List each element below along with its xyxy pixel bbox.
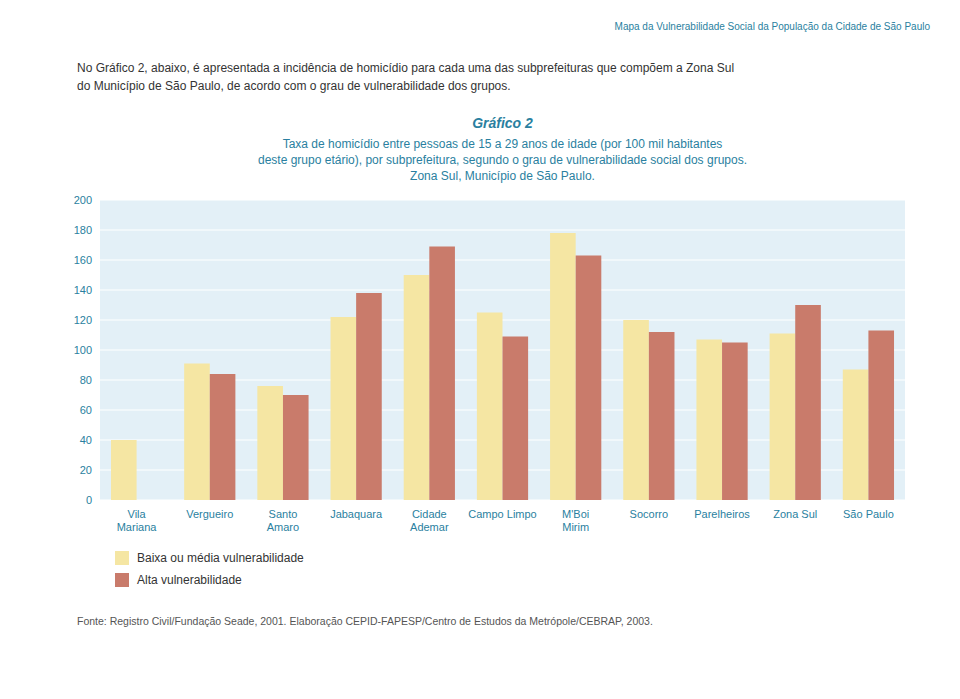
subtitle: Taxa de homicídio entre pessoas de 15 a … — [258, 137, 747, 183]
x-tick-label: VilaMariana — [117, 508, 158, 533]
legend-label: Baixa ou média vulnerabilidade — [137, 551, 304, 565]
bar — [722, 343, 748, 501]
bar — [429, 247, 455, 501]
legend-label: Alta vulnerabilidade — [137, 573, 242, 587]
bar — [576, 256, 602, 501]
x-tick-label: Zona Sul — [773, 508, 817, 520]
bar — [404, 275, 430, 500]
chart: Mapa da Vulnerabilidade Social da Popula… — [0, 0, 960, 699]
grid-line — [100, 259, 905, 260]
bar — [503, 337, 529, 501]
plot-background — [100, 200, 905, 500]
legend-swatch — [115, 551, 129, 565]
y-tick-label: 0 — [86, 494, 92, 506]
y-tick-label: 120 — [74, 314, 92, 326]
x-tick-label: São Paulo — [843, 508, 894, 520]
x-tick-label: CidadeAdemar — [410, 508, 449, 533]
y-tick-label: 80 — [80, 374, 92, 386]
y-tick-label: 100 — [74, 344, 92, 356]
bar — [623, 320, 649, 500]
bar — [770, 334, 796, 501]
y-tick-label: 40 — [80, 434, 92, 446]
bar — [111, 440, 137, 500]
y-tick-label: 160 — [74, 254, 92, 266]
header: Mapa da Vulnerabilidade Social da Popula… — [615, 21, 931, 32]
x-tick-label: Jabaquara — [330, 508, 383, 520]
y-tick-label: 20 — [80, 464, 92, 476]
grid-line — [100, 199, 905, 200]
x-tick-label: M'BoiMirim — [562, 508, 589, 533]
y-tick-label: 60 — [80, 404, 92, 416]
bar — [795, 305, 821, 500]
grid-line — [100, 229, 905, 230]
bar — [283, 395, 309, 500]
grid-line — [100, 289, 905, 290]
bar — [184, 364, 210, 501]
y-tick-label: 140 — [74, 284, 92, 296]
title: Gráfico 2 — [472, 115, 533, 131]
intro-text: do Município de São Paulo, de acordo com… — [77, 79, 511, 93]
bar — [257, 386, 283, 500]
x-tick-label: Parelheiros — [694, 508, 750, 520]
bar — [696, 340, 722, 501]
source: Fonte: Registro Civil/Fundação Seade, 20… — [77, 615, 653, 627]
x-tick-label: Vergueiro — [186, 508, 233, 520]
legend-swatch — [115, 573, 129, 587]
y-tick-label: 180 — [74, 224, 92, 236]
x-tick-label: SantoAmaro — [267, 508, 299, 533]
y-tick-label: 200 — [74, 194, 92, 206]
bar — [331, 317, 357, 500]
bar — [210, 374, 236, 500]
x-tick-label: Campo Limpo — [468, 508, 536, 520]
bar — [868, 331, 894, 501]
bars — [111, 233, 894, 500]
intro-text: No Gráfico 2, abaixo, é apresentada a in… — [77, 61, 734, 75]
bar — [477, 313, 503, 501]
bar — [550, 233, 576, 500]
x-tick-label: Socorro — [630, 508, 669, 520]
bar — [843, 370, 869, 501]
bar — [649, 332, 675, 500]
bar — [356, 293, 382, 500]
